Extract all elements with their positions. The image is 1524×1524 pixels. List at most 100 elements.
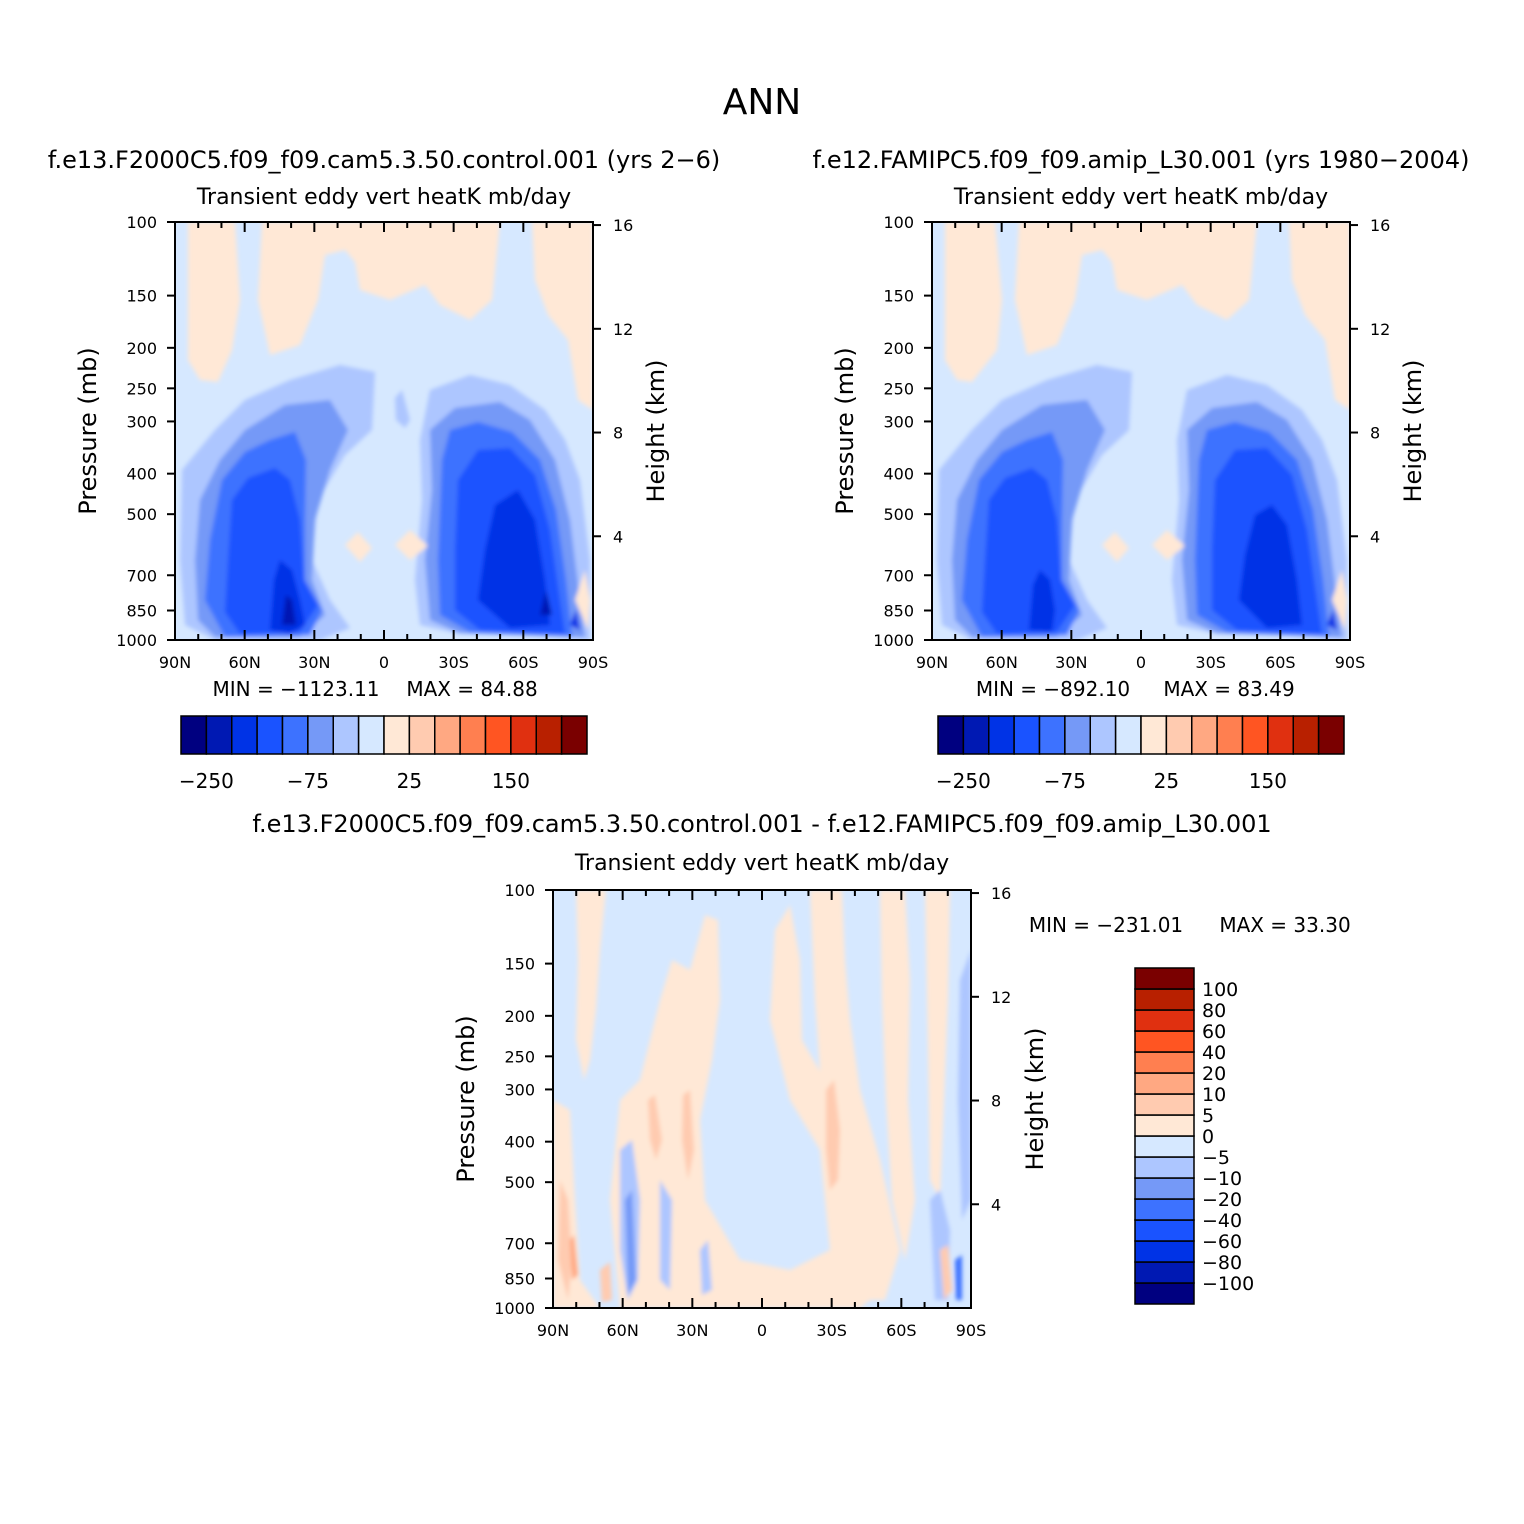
panel-3-colorbar-swatch-8 [1134,1114,1195,1137]
panel-2-y2-tick-label-3: 4 [1370,527,1380,546]
panel-2-y-tick-label-4: 300 [883,412,914,431]
panel-1-colorbar-swatch-1 [205,715,233,755]
panel-3-colorbar-label-11: 40 [1202,1042,1226,1064]
panel-3-min-label: MIN = −231.01 [1029,913,1183,937]
panel-1-colorbar-swatch-13 [510,715,537,755]
panel-1-y-tick-label-5: 400 [126,465,157,484]
panel-3-colorbar-swatch-6 [1134,1156,1195,1179]
panel-3-colorbar-label-6: −5 [1202,1147,1230,1169]
panel-1-colorbar-swatch-5 [307,715,334,755]
panel-1-y-tick-label-6: 500 [126,505,157,524]
panel-3-colorbar-label-14: 100 [1202,979,1238,1001]
panel-3-colorbar-label-13: 80 [1202,1000,1226,1022]
panel-3-colorbar-swatch-5 [1134,1177,1195,1200]
panel-1-colorbar-swatch-7 [357,715,385,755]
panel-1-y-tick-label-4: 300 [126,412,157,431]
panel-2-y-tick-label-2: 200 [883,339,914,358]
panel-1-colorbar-swatch-11 [459,715,487,755]
panel-3-x-tick-label-6: 90S [956,1321,987,1340]
panel-3-y-tick-label-9: 1000 [494,1299,535,1318]
panel-3-colorbar-swatch-1 [1134,1261,1195,1284]
panel-1-case-title: f.e13.F2000C5.f09_f09.cam5.3.50.control.… [48,146,721,174]
panel-2-y-tick-label-3: 250 [883,379,914,398]
panel-2-colorbar-swatch-10 [1191,715,1218,755]
figure-title: ANN [723,82,802,123]
panel-1-x-tick-label-0: 90N [159,653,191,672]
panel-2-colorbar-swatch-15 [1317,715,1345,755]
panel-1-colorbar-swatch-15 [560,715,588,755]
panel-3-y-tick-label-7: 700 [504,1234,535,1253]
panel-3-x-tick-label-3: 0 [757,1321,767,1340]
panel-2-colorbar-swatch-12 [1241,715,1269,755]
panel-2-y2-tick-label-1: 12 [1370,320,1390,339]
panel-3-max-label: MAX = 33.30 [1219,913,1350,937]
panel-2-y-tick-label-6: 500 [883,505,914,524]
panel-1-y-tick-label-9: 1000 [116,631,157,650]
panel-2-colorbar-swatch-0 [937,715,965,755]
panel-1-y2-axis-label: Height (km) [642,360,670,503]
panel-2-x-tick-label-4: 30S [1195,653,1226,672]
panel-3-y-axis-label: Pressure (mb) [452,1015,480,1182]
panel-3-colorbar-swatch-2 [1134,1240,1195,1263]
panel-1-colorbar-swatch-6 [332,715,360,755]
panel-1: Transient eddy vert heatK mb/day [74,185,670,793]
panel-2-y2-axis-label: Height (km) [1399,360,1427,503]
panel-3-y-tick-label-1: 150 [504,955,535,974]
panel-1-colorbar-swatch-2 [231,715,258,755]
panel-2-x-tick-label-6: 90S [1335,653,1366,672]
panel-3-colorbar-label-12: 60 [1202,1021,1226,1043]
panel-2-min-label: MIN = −892.10 [976,677,1130,701]
panel-2-y-tick-label-1: 150 [883,287,914,306]
panel-3-y-tick-label-0: 100 [504,881,535,900]
panel-2-colorbar-swatch-11 [1216,715,1244,755]
panel-2-colorbar-swatch-5 [1064,715,1091,755]
panel-3-case-title: f.e13.F2000C5.f09_f09.cam5.3.50.control.… [252,810,1271,838]
panel-2-colorbar-swatch-3 [1013,715,1041,755]
panel-1-y-tick-label-8: 850 [126,601,157,620]
panel-2-y-axis-label: Pressure (mb) [831,347,859,514]
panel-1-contour-field [175,222,593,640]
panel-3-colorbar-swatch-12 [1134,1030,1195,1053]
panel-1-contours [180,222,593,640]
panel-2-x-tick-label-3: 0 [1136,653,1146,672]
panel-2-colorbar-swatch-4 [1038,715,1066,755]
panel-3-y2-tick-label-3: 4 [991,1195,1001,1214]
panel-2-x-tick-label-1: 60N [986,653,1018,672]
panel-1-colorbar: −250 −75 25 150 [179,715,588,793]
panel-1-max-label: MAX = 84.88 [406,677,537,701]
panel-3-y-tick-label-3: 250 [504,1047,535,1066]
panel-1-min-label: MIN = −1123.11 [212,677,379,701]
panel-3-colorbar-swatch-7 [1134,1135,1195,1158]
panel-3-x-tick-label-1: 60N [607,1321,639,1340]
panel-2-colorbar-swatch-7 [1114,715,1142,755]
panel-2-x-tick-label-5: 60S [1265,653,1296,672]
panel-3-colorbar-label-7: 0 [1202,1126,1214,1148]
panel-2-colorbar-label-3: 150 [1249,769,1287,793]
panel-3-y2-tick-label-0: 16 [991,884,1011,903]
panel-1-colorbar-swatch-4 [281,715,309,755]
panel-2-colorbar-swatch-8 [1140,715,1168,755]
panel-3: Transient eddy vert heatK mb/day [452,851,1351,1340]
panel-1-x-tick-label-4: 30S [438,653,469,672]
panel-2-colorbar-swatch-9 [1165,715,1193,755]
panel-1-y-tick-label-0: 100 [126,213,157,232]
panel-1-colorbar-label-2: 25 [397,769,422,793]
panel-3-colorbar-label-8: 5 [1202,1105,1214,1127]
panel-2-colorbar-swatch-6 [1089,715,1117,755]
panel-1-y-tick-label-1: 150 [126,287,157,306]
panel-2-y-tick-label-9: 1000 [873,631,914,650]
panel-2-x-tick-label-0: 90N [916,653,948,672]
panel-3-colorbar-label-5: −10 [1202,1168,1242,1190]
panel-1-colorbar-label-3: 150 [492,769,530,793]
panel-1-axes: 100 150 200 250 300 400 500 700 850 1000 16 12 8 4 90N… [116,213,633,672]
panel-1-y-axis-label: Pressure (mb) [74,347,102,514]
panel-2-colorbar-swatch-1 [962,715,990,755]
panel-3-colorbar-swatch-13 [1134,1009,1195,1032]
panel-3-colorbar-label-2: −60 [1202,1231,1242,1253]
panel-1-colorbar-swatch-9 [408,715,436,755]
panel-3-x-tick-label-2: 30N [676,1321,708,1340]
panel-3-y2-tick-label-1: 12 [991,988,1011,1007]
panel-3-x-tick-label-0: 90N [537,1321,569,1340]
